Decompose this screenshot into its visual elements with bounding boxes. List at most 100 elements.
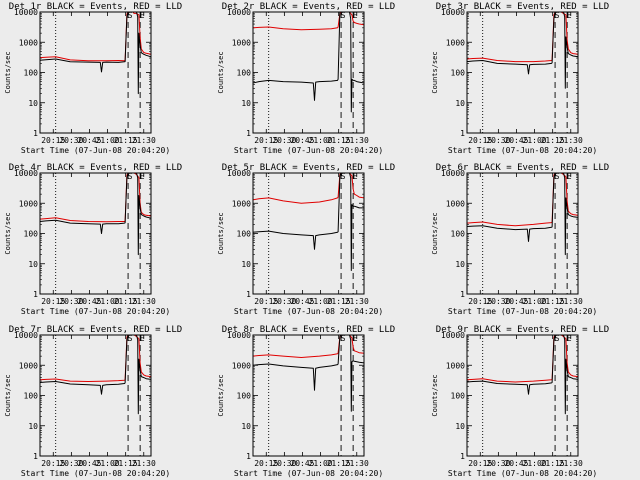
y-tick-label: 10000 [14, 169, 38, 178]
y-tick-label: 100 [451, 392, 466, 401]
series-line-lld [252, 334, 365, 358]
x-tick-label: 21:15 [114, 297, 138, 306]
chart-panel-2: Det 2r BLACK = Events, RED = LLD Counts/s… [217, 2, 395, 155]
series-line-events [252, 334, 365, 412]
x-tick-label: 20:15 [254, 297, 278, 306]
x-tick-label: 20:45 [290, 459, 314, 468]
x-tick-label: 20:15 [41, 136, 65, 145]
x-tick-label: 21:00 [309, 297, 333, 306]
y-tick-label: 100 [451, 69, 466, 78]
y-tick-label: 10000 [227, 169, 251, 178]
y-tick-label: 10 [28, 99, 38, 108]
x-tick-label: 21:30 [345, 136, 369, 145]
x-tick-label: 21:00 [523, 136, 547, 145]
y-tick-label: 1000 [446, 38, 465, 47]
y-tick-label: 1000 [19, 361, 38, 370]
x-tick-label: 21:30 [559, 459, 583, 468]
series-line-events [39, 172, 152, 256]
y-axis-label: Counts/sec [431, 51, 439, 93]
x-tick-label: 20:45 [290, 136, 314, 145]
marker-label-S: S [341, 172, 346, 181]
x-tick-label: 21:30 [132, 297, 156, 306]
y-tick-label: 1000 [232, 199, 251, 208]
x-tick-label: 21:30 [132, 459, 156, 468]
marker-label-S: S [341, 334, 346, 343]
y-tick-label: 100 [24, 392, 39, 401]
chart-title: Det 6r BLACK = Events, RED = LLD [436, 163, 609, 173]
x-tick-label: 21:15 [114, 136, 138, 145]
y-tick-label: 1000 [232, 361, 251, 370]
y-tick-label: 1 [460, 129, 465, 138]
x-tick-label: 20:45 [504, 297, 528, 306]
x-tick-label: 21:00 [523, 297, 547, 306]
x-axis-label: Start Time (07-Jun-08 20:04:20) [448, 146, 597, 155]
x-axis-label: Start Time (07-Jun-08 20:04:20) [21, 469, 170, 478]
x-axis-label: Start Time (07-Jun-08 20:04:20) [234, 146, 383, 155]
x-tick-label: 21:15 [541, 297, 565, 306]
x-tick-label: 20:15 [41, 297, 65, 306]
marker-label-S: S [128, 334, 133, 343]
marker-label-E: E [353, 172, 358, 181]
plot-frame [252, 334, 365, 457]
x-tick-label: 20:15 [254, 459, 278, 468]
chart-panel-1: Det 1r BLACK = Events, RED = LLD Counts/s… [4, 2, 182, 155]
y-axis-label: Counts/sec [4, 374, 12, 416]
y-tick-label: 10 [455, 422, 465, 431]
y-axis-label: Counts/sec [431, 374, 439, 416]
y-tick-label: 100 [451, 230, 466, 239]
x-tick-label: 21:30 [132, 136, 156, 145]
chart-panel-9: Det 9r BLACK = Events, RED = LLD Counts/s… [431, 325, 609, 478]
x-tick-label: 21:15 [541, 459, 565, 468]
marker-label-E: E [567, 11, 572, 20]
x-tick-label: 21:00 [309, 136, 333, 145]
x-tick-label: 20:15 [468, 459, 492, 468]
y-tick-label: 1000 [19, 199, 38, 208]
plot-frame [39, 334, 152, 457]
y-tick-label: 1 [33, 290, 38, 299]
y-tick-label: 10000 [441, 331, 465, 340]
y-tick-label: 100 [237, 392, 252, 401]
x-tick-label: 20:30 [59, 136, 83, 145]
x-tick-label: 20:15 [468, 136, 492, 145]
x-tick-label: 20:15 [41, 459, 65, 468]
x-tick-label: 21:00 [96, 459, 120, 468]
marker-label-E: E [567, 334, 572, 343]
series-line-events [466, 11, 579, 89]
y-tick-label: 10000 [227, 8, 251, 17]
y-tick-label: 1 [460, 452, 465, 461]
series-line-lld [39, 334, 152, 382]
y-tick-label: 10 [28, 422, 38, 431]
chart-title: Det 8r BLACK = Events, RED = LLD [222, 325, 395, 335]
marker-label-E: E [353, 11, 358, 20]
x-axis-label: Start Time (07-Jun-08 20:04:20) [448, 307, 597, 316]
x-tick-label: 20:45 [290, 297, 314, 306]
chart-title: Det 5r BLACK = Events, RED = LLD [222, 163, 395, 173]
plot-frame [39, 11, 152, 134]
x-tick-label: 20:45 [77, 459, 101, 468]
chart-title: Det 4r BLACK = Events, RED = LLD [9, 163, 182, 173]
plot-frame [466, 11, 579, 134]
y-tick-label: 100 [237, 230, 252, 239]
y-tick-label: 10 [455, 99, 465, 108]
series-line-lld [39, 11, 152, 62]
y-axis-label: Counts/sec [217, 374, 225, 416]
chart-title: Det 3r BLACK = Events, RED = LLD [436, 2, 609, 12]
marker-label-E: E [140, 334, 145, 343]
y-tick-label: 10000 [441, 169, 465, 178]
x-tick-label: 20:30 [486, 136, 510, 145]
y-axis-label: Counts/sec [4, 51, 12, 93]
chart-title: Det 9r BLACK = Events, RED = LLD [436, 325, 609, 335]
x-tick-label: 21:30 [559, 297, 583, 306]
x-axis-label: Start Time (07-Jun-08 20:04:20) [234, 469, 383, 478]
y-axis-label: Counts/sec [217, 212, 225, 254]
y-tick-label: 1000 [446, 199, 465, 208]
x-tick-label: 20:15 [254, 136, 278, 145]
series-line-lld [252, 172, 365, 204]
y-tick-label: 1000 [446, 361, 465, 370]
x-axis-label: Start Time (07-Jun-08 20:04:20) [234, 307, 383, 316]
x-tick-label: 21:00 [523, 459, 547, 468]
x-tick-label: 21:00 [309, 459, 333, 468]
x-tick-label: 21:00 [96, 297, 120, 306]
marker-label-S: S [555, 172, 560, 181]
